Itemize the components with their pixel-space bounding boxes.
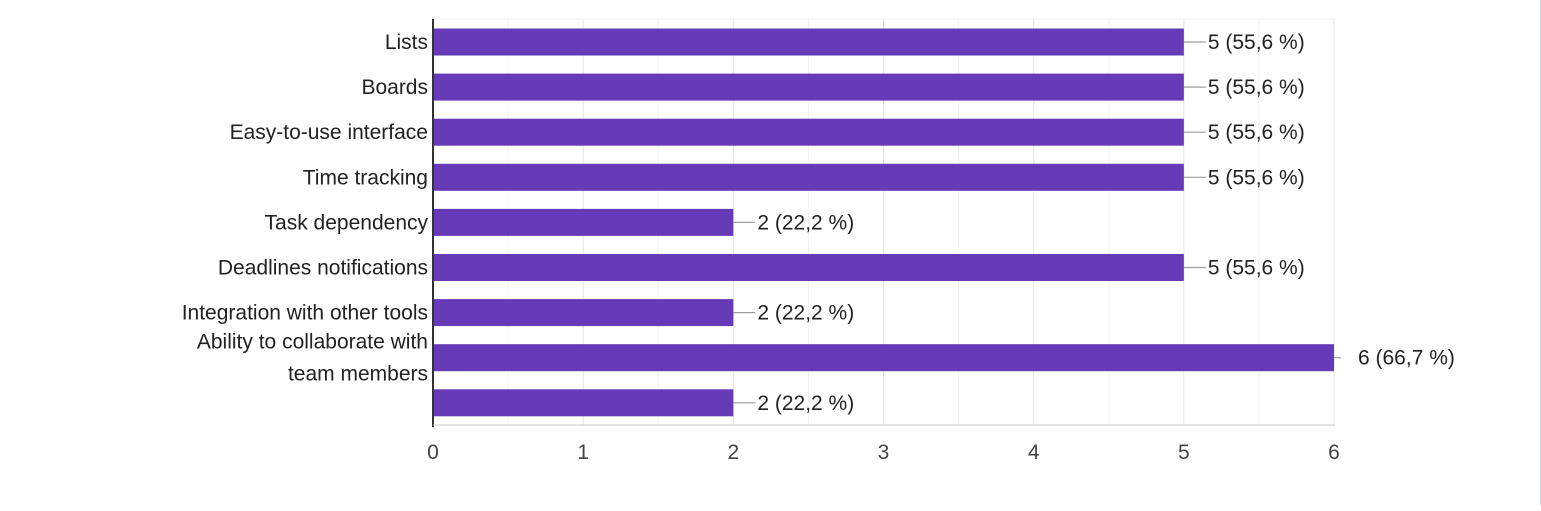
bar[interactable] (433, 118, 1184, 146)
category-label: Boards (361, 76, 428, 99)
x-tick-label: 5 (1178, 441, 1190, 464)
bar[interactable] (433, 163, 1184, 191)
bar[interactable] (433, 208, 734, 236)
data-label: 2 (22,2 %) (757, 211, 854, 234)
category-label: Integration with other tools (182, 302, 428, 325)
bar[interactable] (433, 344, 1334, 372)
data-label: 2 (22,2 %) (757, 302, 854, 325)
data-label: 5 (55,6 %) (1208, 31, 1305, 54)
category-label: Time tracking (303, 166, 428, 189)
category-label: Ability to collaborate with (197, 331, 428, 354)
data-label: 5 (55,6 %) (1208, 257, 1305, 280)
category-label: Deadlines notifications (218, 257, 428, 280)
bar[interactable] (433, 254, 1184, 281)
category-label: Easy-to-use interface (230, 121, 428, 144)
x-tick-label: 1 (577, 441, 589, 464)
data-label: 6 (66,7 %) (1358, 347, 1455, 370)
bar[interactable] (433, 389, 734, 417)
category-label: Task dependency (265, 211, 429, 234)
category-label: Lists (385, 31, 428, 54)
data-label: 2 (22,2 %) (757, 392, 854, 415)
bar[interactable] (433, 28, 1184, 56)
bar[interactable] (433, 73, 1184, 101)
x-tick-label: 4 (1028, 441, 1040, 464)
category-label: team members (288, 363, 428, 386)
x-tick-label: 6 (1328, 441, 1340, 464)
x-tick-label: 2 (727, 441, 739, 464)
x-tick-label: 3 (878, 441, 890, 464)
data-label: 5 (55,6 %) (1208, 166, 1305, 189)
x-tick-label: 0 (427, 441, 439, 464)
bar[interactable] (433, 299, 734, 327)
data-label: 5 (55,6 %) (1208, 76, 1305, 99)
data-label: 5 (55,6 %) (1208, 121, 1305, 144)
